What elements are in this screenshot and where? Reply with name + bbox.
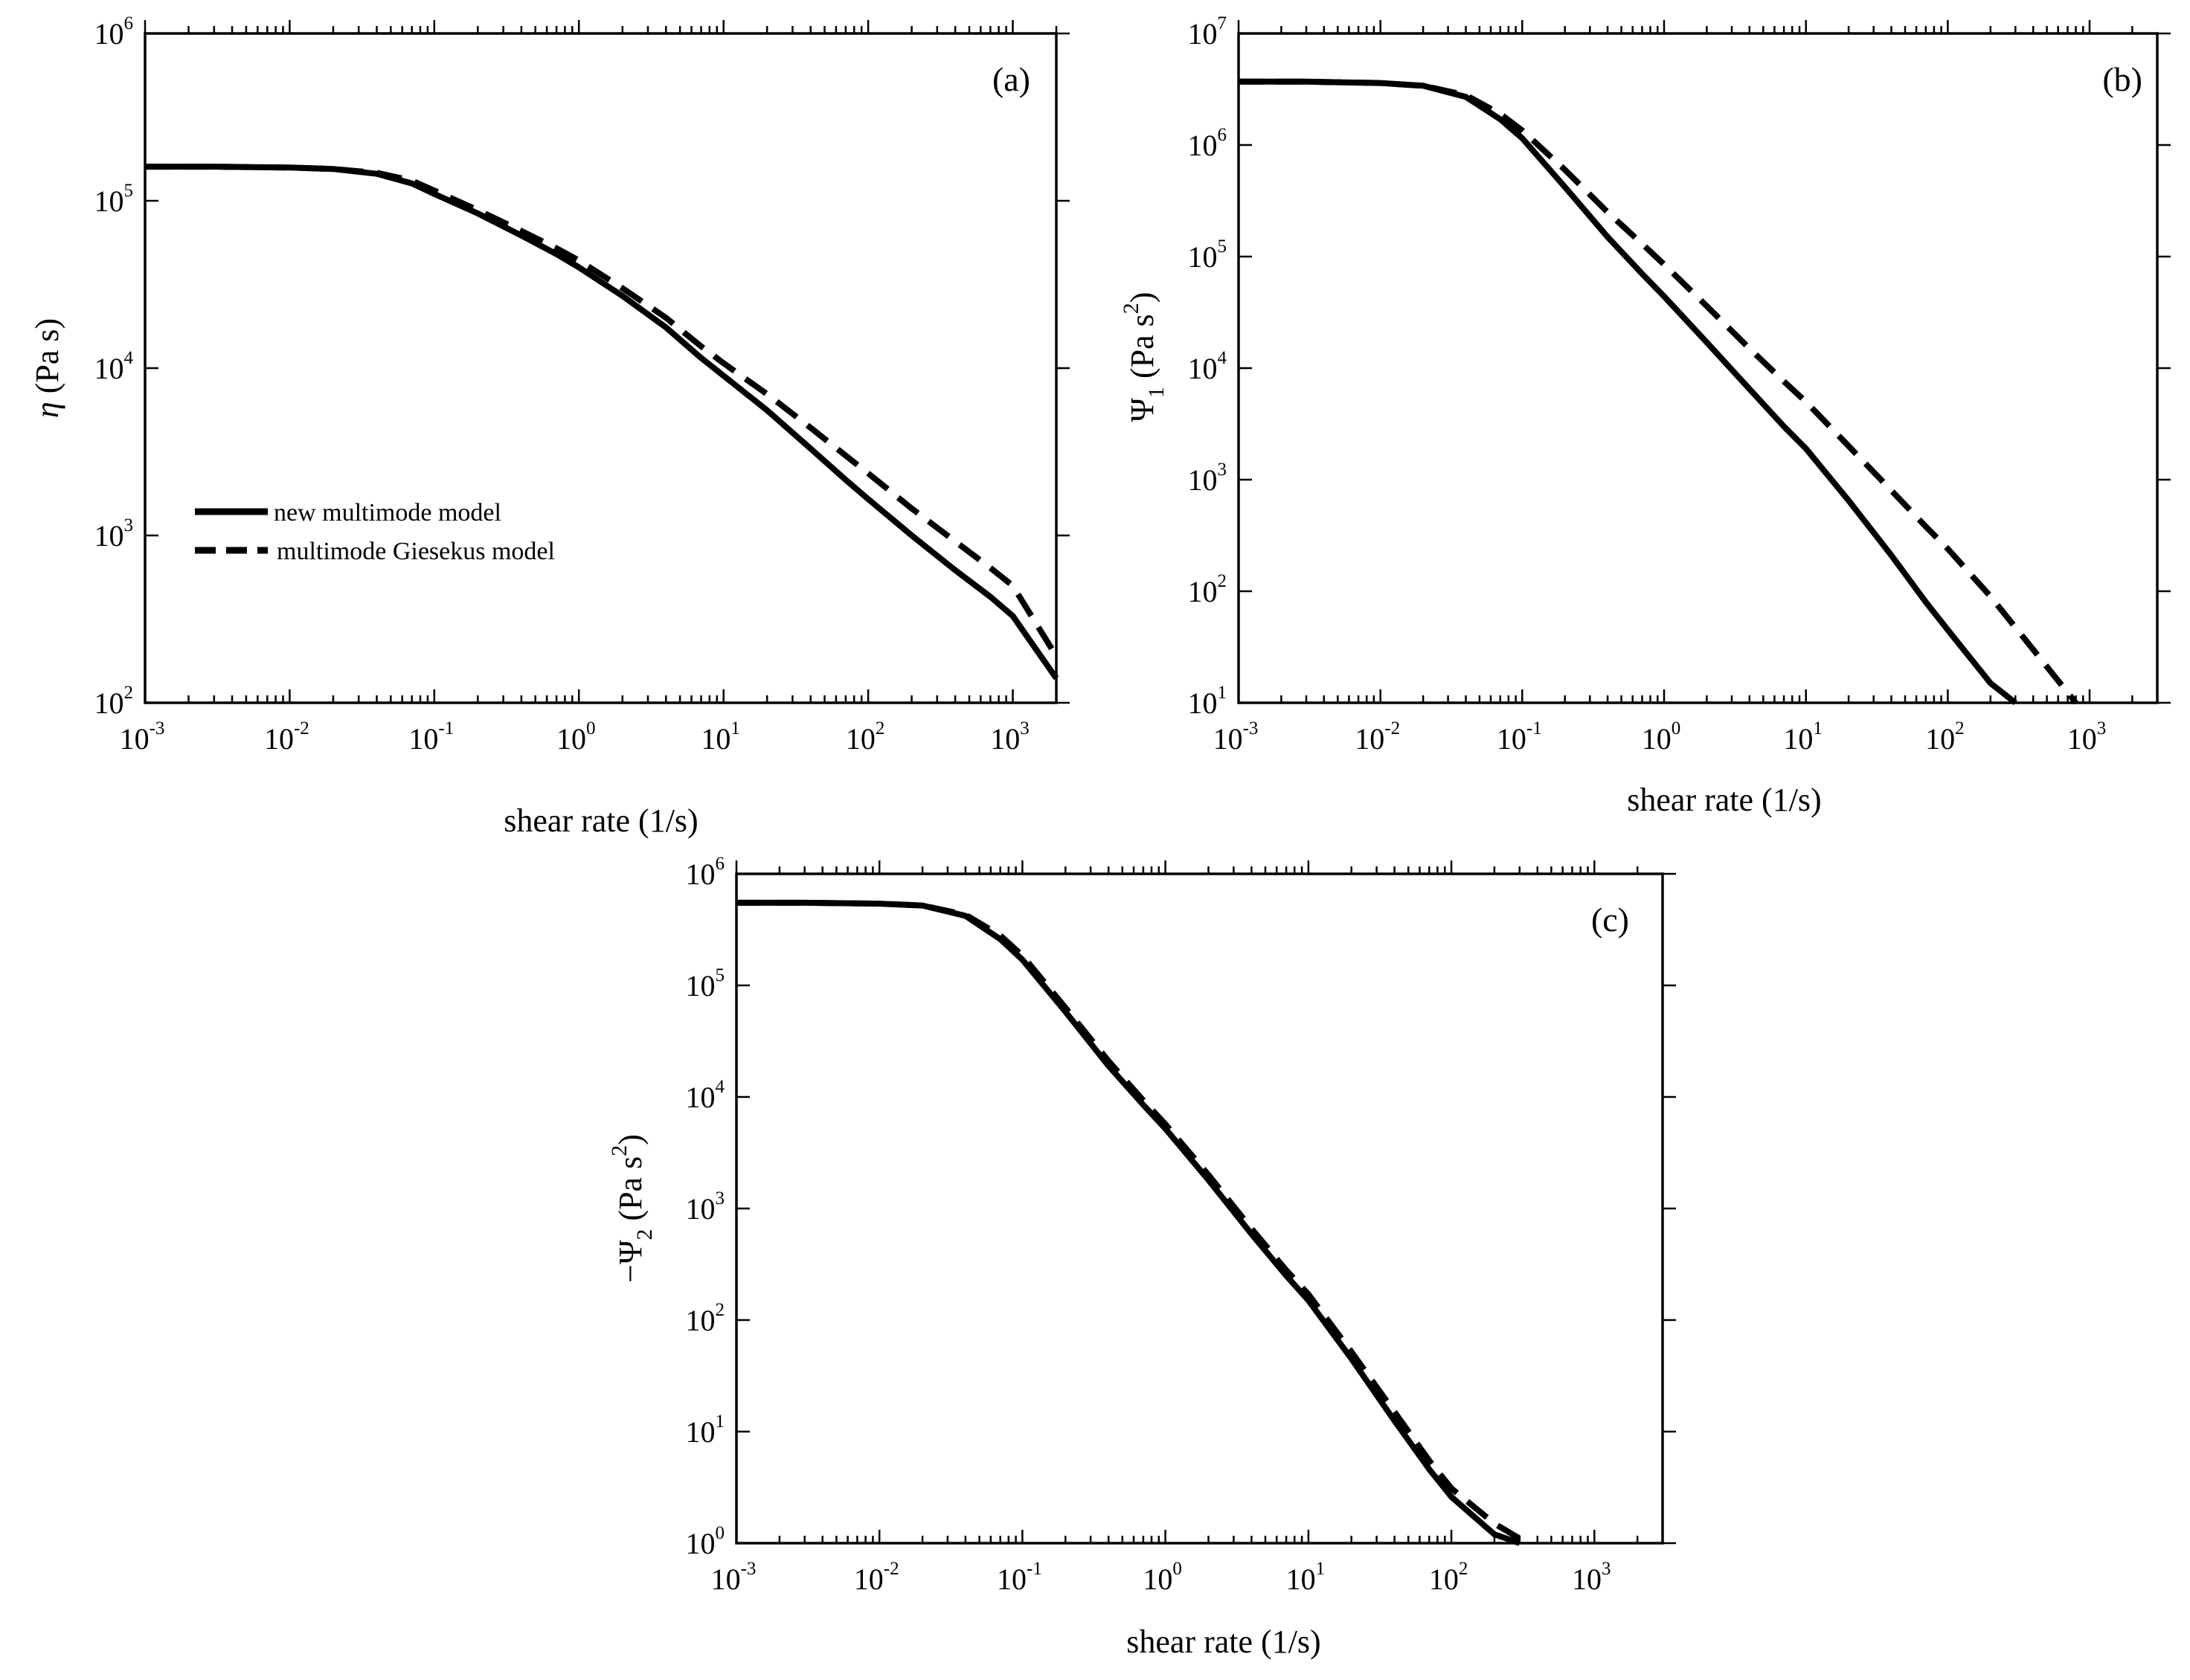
y-tick-label: 106: [94, 13, 134, 51]
x-tick-label: 101: [1286, 1559, 1326, 1596]
x-tick-label: 10-1: [1497, 718, 1542, 756]
panel-label: (c): [1591, 901, 1629, 939]
y-axis-ticks: [1239, 32, 2171, 704]
y-tick-label: 107: [1188, 13, 1227, 51]
y-tick-labels: 101 102 103 104 105 106 107: [1188, 13, 1227, 720]
y-tick-labels: 100 101 102 103 104 105 106: [686, 854, 725, 1560]
y-axis-units-close: ): [1124, 292, 1160, 303]
x-tick-label: 10-3: [120, 718, 165, 756]
y-tick-label: 104: [94, 348, 134, 385]
curves: [145, 164, 1059, 680]
x-tick-label: 10-2: [264, 718, 309, 756]
y-axis-ticks: [736, 872, 1676, 1545]
x-tick-labels: 10-3 10-2 10-1 100 101 102 103: [120, 718, 1030, 756]
x-tick-label: 102: [846, 718, 885, 756]
x-axis-title: shear rate (1/s): [1627, 782, 1821, 818]
y-axis-symbol: η: [29, 402, 65, 418]
y-tick-label: 103: [94, 515, 134, 553]
x-axis-title: shear rate (1/s): [504, 802, 698, 839]
x-tick-label: 10-2: [1355, 718, 1400, 756]
x-axis-ticks: [144, 20, 1058, 703]
x-tick-label: 101: [1783, 718, 1823, 756]
x-tick-label: 10-3: [1213, 718, 1259, 756]
x-tick-labels: 10-3 10-2 10-1 100 101 102 103: [711, 1559, 1611, 1596]
panel-c: 10-3 10-2 10-1 100 101 102 103 100 101 102 103 104…: [607, 854, 1676, 1660]
y-axis-units-superscript: 2: [1119, 303, 1143, 314]
y-axis-subscript: 1: [1144, 387, 1169, 398]
x-tick-label: 100: [1642, 718, 1681, 756]
curves: [1239, 78, 2078, 706]
x-tick-label: 103: [1572, 1559, 1611, 1596]
y-axis-units: (Pa s: [612, 1156, 649, 1229]
legend: new multimode model multimode Giesekus m…: [195, 499, 555, 565]
y-tick-label: 104: [1188, 348, 1227, 385]
x-tick-label: 103: [990, 718, 1030, 756]
x-tick-label: 103: [2067, 718, 2107, 756]
y-tick-label: 104: [686, 1077, 725, 1114]
panel-b: 10-3 10-2 10-1 100 101 102 103 101 102 103 104 105…: [1119, 13, 2171, 818]
panel-a: 10-3 10-2 10-1 100 101 102 103 102 103 104 105 106…: [29, 13, 1070, 839]
axis-ticks: [144, 20, 1070, 704]
x-tick-label: 10-1: [408, 718, 454, 756]
x-tick-label: 102: [1429, 1559, 1468, 1596]
x-axis-ticks: [735, 860, 1639, 1543]
y-tick-label: 102: [94, 683, 134, 720]
y-tick-labels: 102 103 104 105 106: [94, 13, 134, 720]
y-tick-label: 105: [1188, 236, 1227, 274]
series-line-dashed: [1239, 78, 2078, 705]
y-axis-title: −Ψ2 (Pa s2): [607, 1134, 657, 1283]
x-tick-label: 10-2: [854, 1559, 899, 1596]
y-axis-units-superscript: 2: [607, 1145, 632, 1156]
series-line-dashed: [736, 899, 1529, 1546]
y-tick-label: 102: [686, 1300, 725, 1337]
x-tick-label: 100: [1143, 1559, 1182, 1596]
y-tick-label: 101: [1188, 683, 1227, 720]
curves: [736, 899, 1529, 1546]
y-axis-units: (Pa s): [29, 318, 65, 402]
x-tick-label: 102: [1925, 718, 1965, 756]
x-tick-label: 100: [556, 718, 596, 756]
x-tick-label: 10-3: [711, 1559, 757, 1596]
y-axis-symbol: Ψ: [1124, 397, 1160, 422]
y-tick-label: 106: [1188, 125, 1227, 162]
y-tick-label: 102: [1188, 571, 1227, 608]
y-axis-units-close: ): [612, 1134, 649, 1145]
y-tick-label: 101: [686, 1412, 725, 1449]
y-axis-subscript: 2: [632, 1229, 657, 1240]
axis-ticks: [735, 860, 1676, 1545]
legend-label-dashed: multimode Giesekus model: [277, 538, 555, 565]
y-axis-units: (Pa s: [1124, 314, 1160, 387]
y-tick-label: 105: [94, 181, 134, 218]
y-tick-label: 103: [1188, 460, 1227, 497]
y-tick-label: 105: [686, 965, 725, 1002]
panel-label: (a): [992, 60, 1030, 98]
series-line-solid: [145, 164, 1059, 680]
x-tick-labels: 10-3 10-2 10-1 100 101 102 103: [1213, 718, 2107, 756]
y-axis-symbol: −Ψ: [612, 1240, 649, 1283]
y-tick-label: 100: [686, 1523, 725, 1560]
legend-label-solid: new multimode model: [274, 499, 501, 527]
y-tick-label: 103: [686, 1188, 725, 1226]
x-axis-title: shear rate (1/s): [1126, 1623, 1320, 1660]
x-tick-label: 10-1: [997, 1559, 1042, 1596]
y-axis-title: η (Pa s): [29, 318, 65, 418]
x-axis-ticks: [1237, 20, 2133, 703]
y-axis-title: Ψ1 (Pa s2): [1119, 292, 1169, 422]
axis-ticks: [1237, 20, 2171, 704]
y-tick-label: 106: [686, 854, 725, 891]
x-tick-label: 101: [701, 718, 740, 756]
panel-label: (b): [2102, 60, 2142, 98]
y-axis-ticks: [145, 32, 1070, 704]
